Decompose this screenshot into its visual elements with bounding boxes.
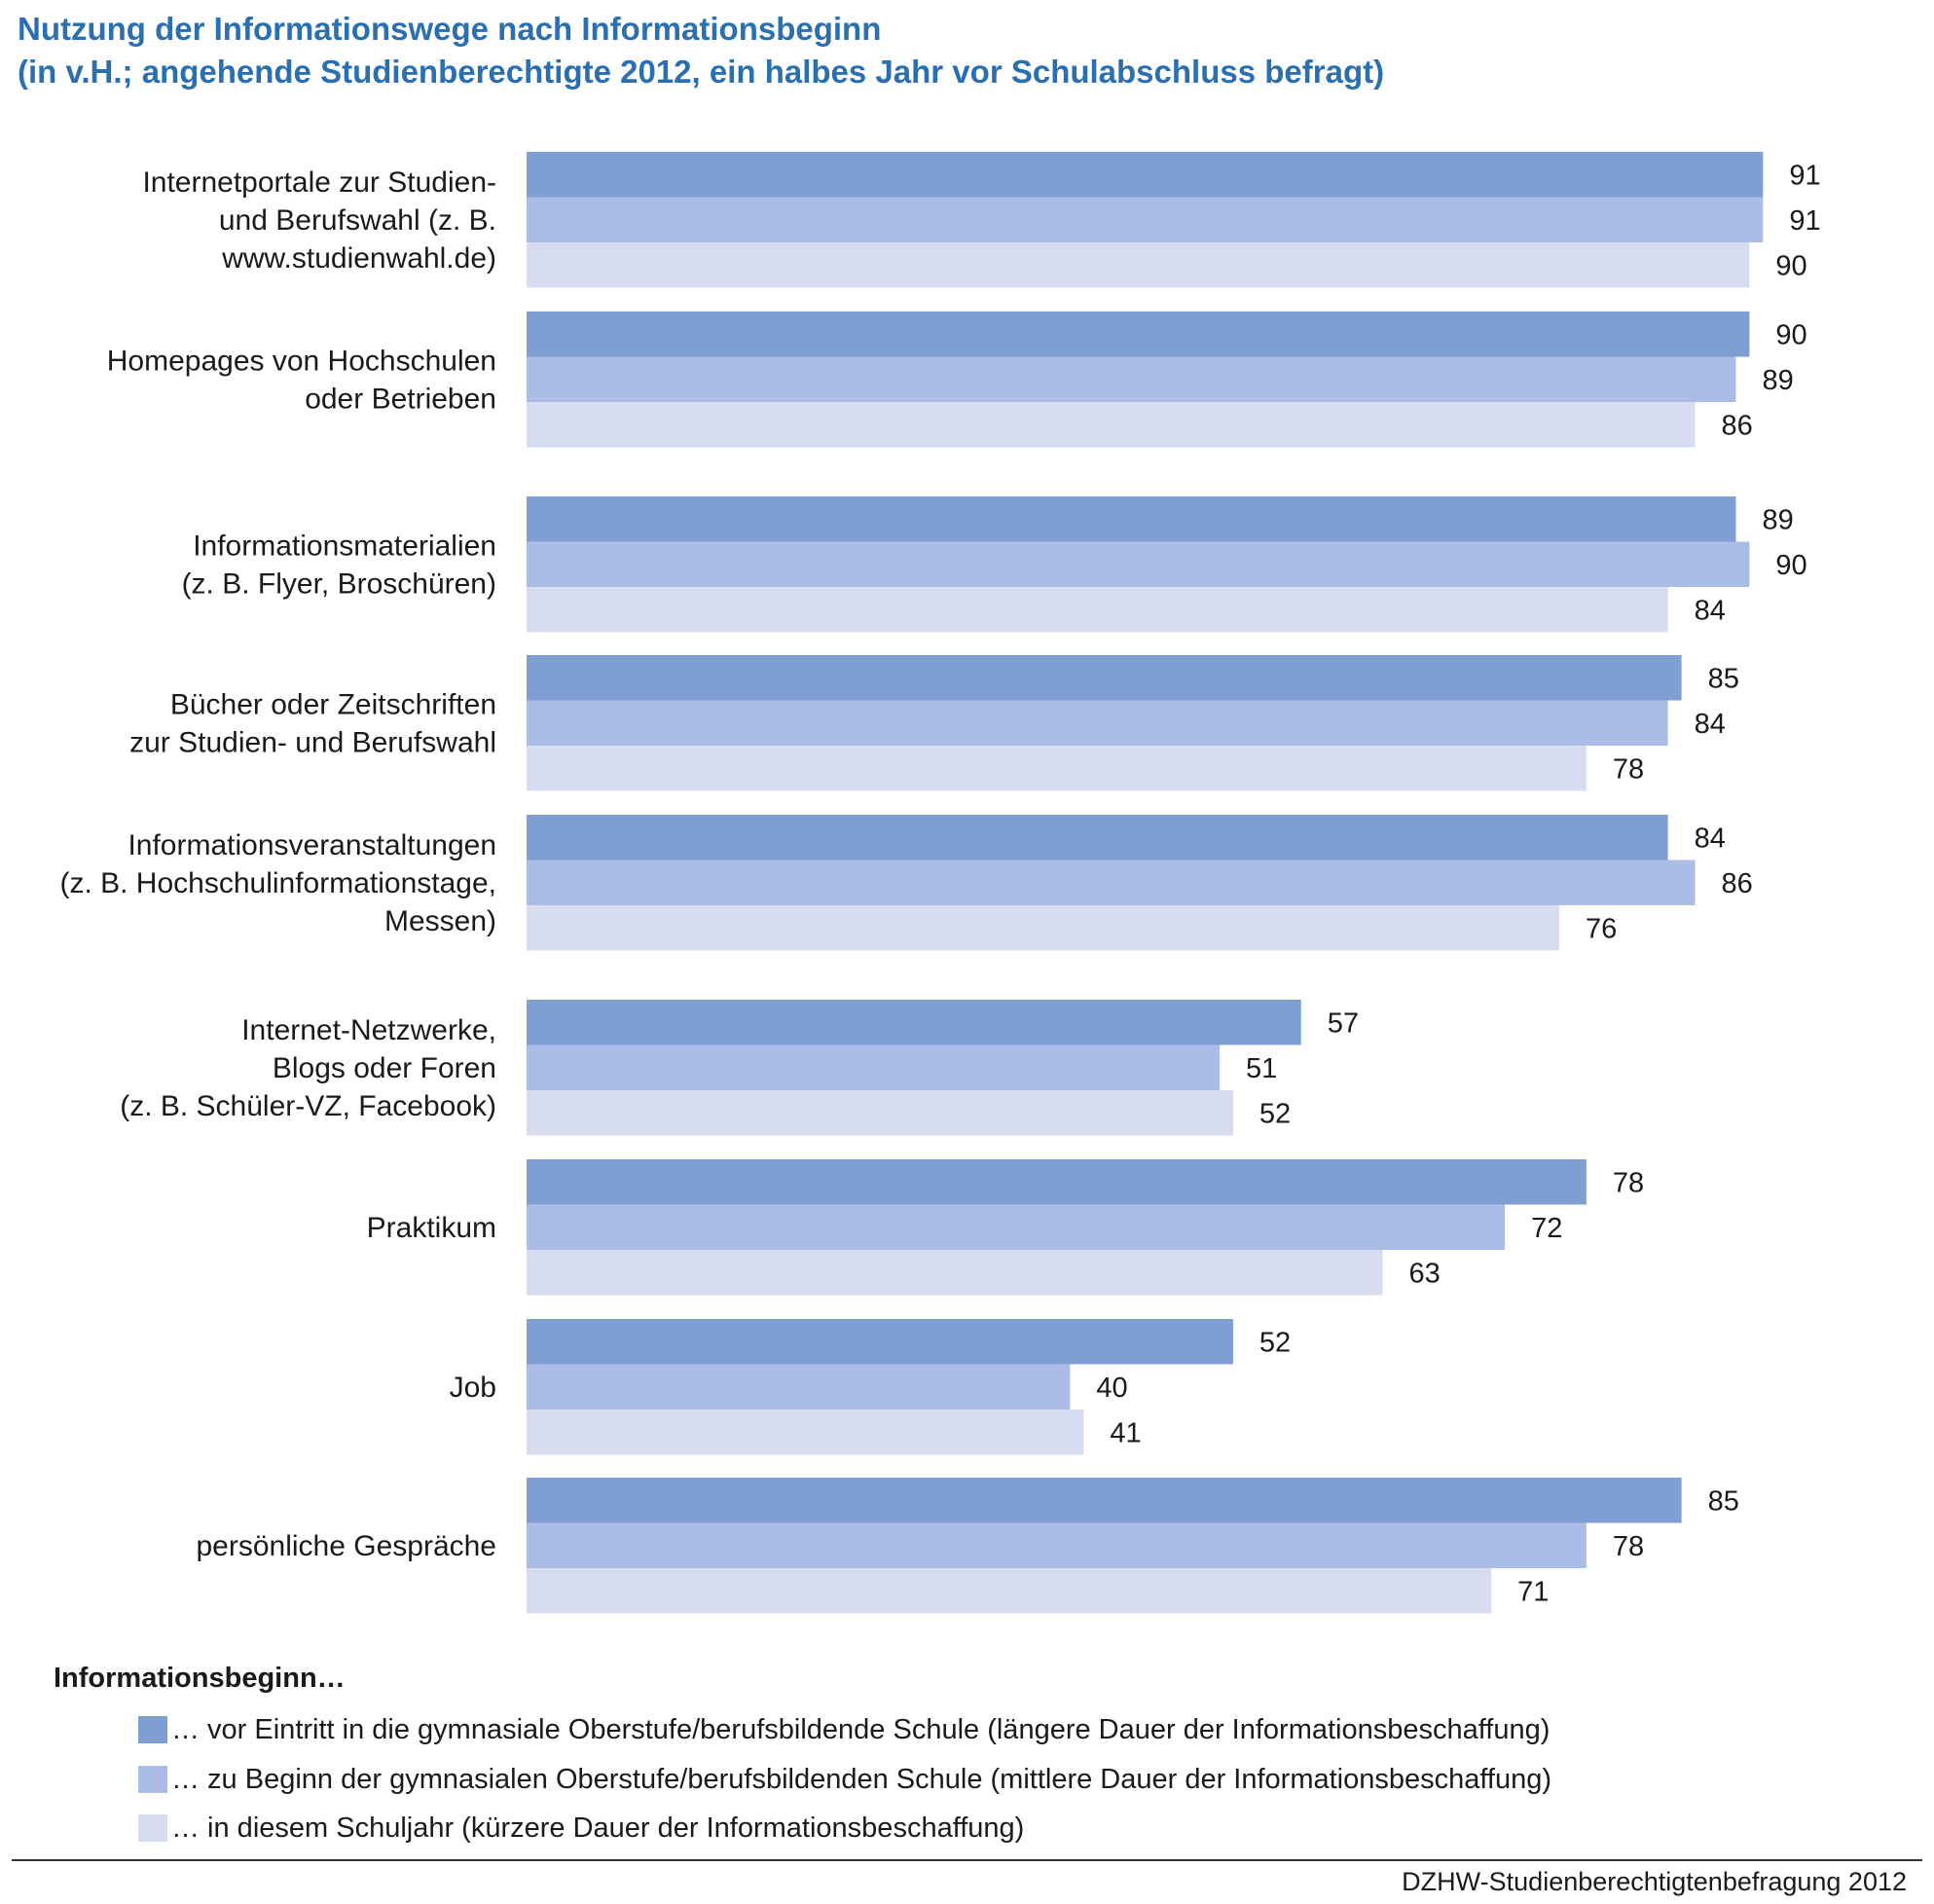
value-label: 86 — [1722, 868, 1753, 899]
legend-item-series-2: … zu Beginn der gymnasialen Oberstufe/be… — [138, 1760, 1551, 1799]
title-line-1: Nutzung der Informationswege nach Inform… — [18, 11, 882, 47]
value-label: 89 — [1762, 504, 1793, 535]
bar-series-2 — [527, 1044, 1220, 1090]
category-label: Praktikum — [367, 1212, 496, 1244]
value-label: 71 — [1517, 1576, 1549, 1607]
value-label: 78 — [1613, 753, 1644, 785]
bar-series-3 — [527, 746, 1587, 791]
value-label: 57 — [1328, 1007, 1359, 1039]
bar-series-2 — [527, 1522, 1587, 1568]
bar-series-3 — [527, 905, 1559, 951]
value-label: 85 — [1708, 1485, 1739, 1517]
bar-series-1 — [527, 655, 1682, 701]
bar-series-1 — [527, 1319, 1233, 1365]
category-label: Homepages von Hochschulen oder Betrieben — [107, 345, 496, 415]
category-label: Informationsveranstaltungen (z. B. Hochsc… — [59, 829, 496, 937]
bar-series-1 — [527, 152, 1764, 198]
legend-label-1: … vor Eintritt in die gymnasiale Oberstu… — [171, 1713, 1551, 1745]
title-line-2: (in v.H.; angehende Studienberechtigte 2… — [18, 54, 1385, 90]
value-label: 78 — [1613, 1167, 1644, 1198]
value-label: 52 — [1259, 1098, 1291, 1129]
bar-series-1 — [527, 1000, 1301, 1045]
bar-series-3 — [527, 402, 1696, 448]
value-label: 84 — [1695, 709, 1726, 740]
bar-series-3 — [527, 587, 1668, 633]
bar-series-2 — [527, 1364, 1071, 1410]
bar-series-3 — [527, 1410, 1084, 1455]
bar-series-1 — [527, 311, 1750, 357]
value-label: 91 — [1789, 160, 1820, 191]
category-label: Job — [450, 1372, 496, 1404]
category-label: Internetportale zur Studien-und Berufswa… — [142, 166, 496, 275]
value-label: 90 — [1775, 550, 1806, 581]
chart-title: Nutzung der Informationswege nach Inform… — [18, 8, 1384, 93]
value-label: 76 — [1586, 913, 1617, 944]
source-note: DZHW-Studienberechtigtenbefragung 2012 — [1402, 1867, 1907, 1896]
value-label: 90 — [1775, 319, 1806, 350]
legend-title: Informationsbeginn… — [54, 1663, 346, 1694]
bar-series-2 — [527, 860, 1696, 905]
value-label: 84 — [1695, 595, 1726, 626]
value-label: 40 — [1096, 1373, 1127, 1404]
value-label: 41 — [1110, 1417, 1141, 1448]
bar-series-1 — [527, 815, 1668, 860]
value-label: 72 — [1531, 1213, 1562, 1244]
value-label: 63 — [1408, 1258, 1440, 1289]
category-label: Informationsmaterialien (z. B. Flyer, Bro… — [182, 530, 496, 600]
bar-series-2 — [527, 1204, 1506, 1250]
bar-series-1 — [527, 496, 1736, 542]
value-label: 91 — [1789, 205, 1820, 237]
legend-item-series-1: … vor Eintritt in die gymnasiale Oberstu… — [138, 1710, 1550, 1749]
bar-chart: Internetportale zur Studien-und Berufswa… — [59, 152, 1821, 1614]
footer-divider — [12, 1859, 1922, 1861]
bar-series-1 — [527, 1478, 1682, 1523]
bar-series-3 — [527, 1568, 1492, 1614]
value-label: 78 — [1613, 1531, 1644, 1562]
value-label: 51 — [1246, 1053, 1277, 1084]
value-label: 86 — [1722, 410, 1753, 441]
bar-series-1 — [527, 1159, 1587, 1205]
category-label: Bücher oder Zeitschriften zur Studien- un… — [129, 688, 496, 758]
category-label: persönliche Gespräche — [196, 1530, 496, 1562]
bar-series-2 — [527, 356, 1736, 402]
legend-swatch-3 — [138, 1814, 167, 1842]
category-label: Internet-Netzwerke, Blogs oder Foren (z. B… — [120, 1014, 496, 1122]
bar-series-3 — [527, 242, 1750, 288]
bar-series-3 — [527, 1250, 1383, 1296]
legend-label-3: … in diesem Schuljahr (kürzere Dauer der… — [171, 1812, 1025, 1844]
bar-series-2 — [527, 197, 1764, 242]
value-label: 90 — [1775, 250, 1806, 281]
value-label: 84 — [1695, 823, 1726, 854]
legend-item-series-3: … in diesem Schuljahr (kürzere Dauer der… — [138, 1809, 1024, 1848]
legend-label-2: … zu Beginn der gymnasialen Oberstufe/be… — [171, 1763, 1552, 1795]
legend-swatch-1 — [138, 1716, 167, 1743]
bar-series-2 — [527, 700, 1668, 746]
value-label: 52 — [1259, 1327, 1291, 1358]
bar-series-2 — [527, 541, 1750, 587]
value-label: 89 — [1762, 365, 1793, 396]
legend-swatch-2 — [138, 1766, 167, 1793]
value-label: 85 — [1708, 663, 1739, 694]
bar-series-3 — [527, 1090, 1233, 1136]
